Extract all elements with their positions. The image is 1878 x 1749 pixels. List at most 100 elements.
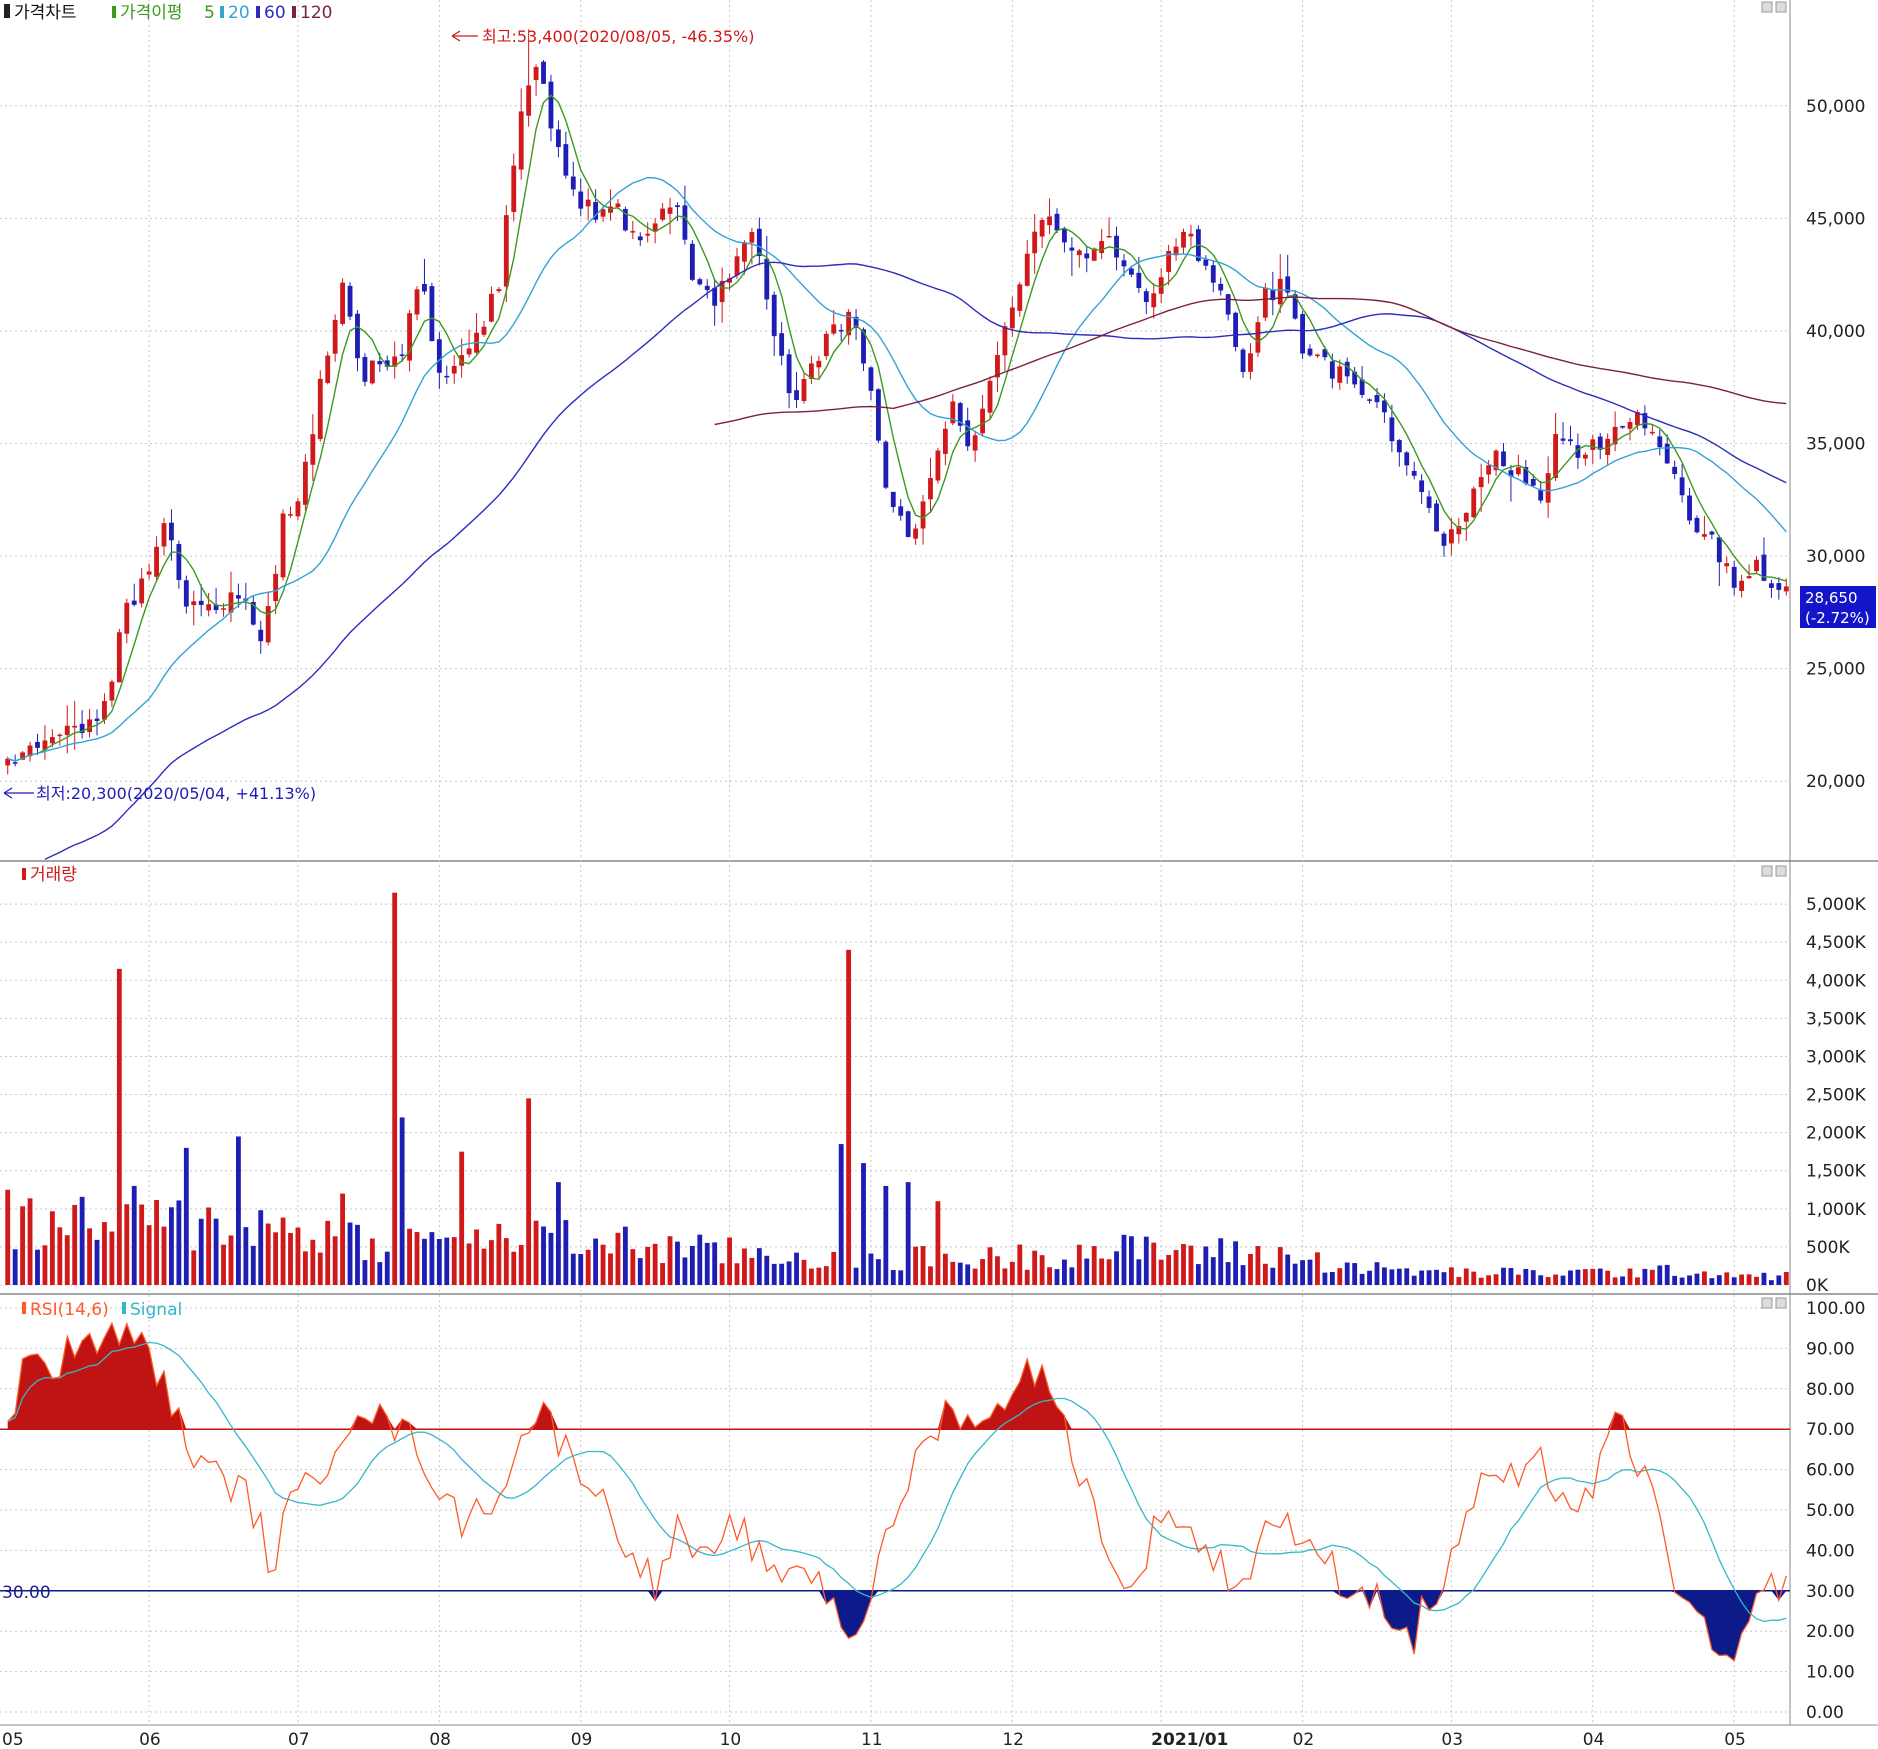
current-price: 28,650	[1805, 589, 1858, 607]
price-panel	[5, 29, 1789, 861]
candle-body	[116, 632, 122, 683]
volume-bar	[1404, 1268, 1410, 1285]
volume-bar	[1374, 1262, 1380, 1285]
candle-body	[1024, 253, 1030, 286]
volume-bar	[1367, 1270, 1372, 1285]
minimize-icon[interactable]	[1761, 1297, 1773, 1309]
volume-bar	[265, 1223, 271, 1285]
volume-bar	[1441, 1272, 1447, 1285]
candle-body	[1315, 354, 1320, 357]
x-tick-label: 11	[861, 1730, 883, 1749]
volume-bar	[1411, 1275, 1417, 1285]
volume-bar	[459, 1151, 465, 1285]
candle-body	[1709, 531, 1715, 535]
candle-body	[27, 745, 33, 757]
candle-body	[347, 285, 353, 317]
volume-bar	[883, 1185, 889, 1285]
close-icon[interactable]	[1775, 1297, 1787, 1309]
candle-body	[392, 356, 398, 367]
candle-body	[489, 293, 494, 322]
volume-bar	[1218, 1238, 1224, 1285]
volume-bar	[1173, 1250, 1179, 1285]
close-icon[interactable]	[1775, 1, 1787, 13]
ma-5-line	[7, 94, 1787, 762]
candle-body	[1627, 422, 1633, 429]
price-panel-controls[interactable]	[1761, 1, 1787, 13]
candle-body	[920, 501, 926, 529]
candle-body	[221, 608, 226, 610]
candle-body	[250, 602, 256, 625]
candle-body	[1582, 454, 1588, 459]
x-axis-labels: 05 06 07 08 09 10 11 12 2021/01 02 03 04 05	[2, 1730, 1746, 1749]
candle-body	[1322, 349, 1328, 358]
volume-bar	[1143, 1236, 1149, 1285]
candle-body	[1761, 554, 1767, 581]
candle-body	[459, 355, 465, 366]
low-arrow-head	[3, 787, 13, 799]
close-icon[interactable]	[1775, 865, 1787, 877]
volume-bar	[1627, 1268, 1633, 1285]
volume-bar	[1553, 1274, 1559, 1285]
candle-body	[742, 242, 747, 262]
minimize-icon[interactable]	[1761, 865, 1773, 877]
volume-bar	[756, 1248, 762, 1285]
volume-bar	[1382, 1267, 1387, 1285]
candle-body	[1463, 512, 1469, 522]
volume-bar	[1002, 1268, 1008, 1285]
candle-body	[689, 243, 695, 280]
volume-bar	[1121, 1234, 1127, 1285]
volume-bar	[742, 1248, 747, 1285]
candle-body	[1746, 576, 1752, 579]
volume-bar	[749, 1257, 755, 1285]
candle-body	[1754, 559, 1759, 572]
volume-bar	[1471, 1271, 1477, 1285]
volume-bar	[1419, 1270, 1425, 1285]
candle-body	[1352, 371, 1358, 385]
volume-bar	[1337, 1268, 1343, 1285]
volume-bar	[1076, 1244, 1082, 1285]
candle-body	[570, 176, 576, 190]
volume-bar	[1768, 1280, 1774, 1285]
minimize-icon[interactable]	[1761, 1, 1773, 13]
volume-bar	[496, 1223, 502, 1285]
candle-body	[183, 580, 189, 607]
candle-body	[176, 544, 182, 580]
volume-panel-controls[interactable]	[1761, 865, 1787, 877]
ma-120-line	[714, 296, 1787, 426]
candle-body	[1716, 537, 1722, 563]
grid-lines	[0, 0, 1790, 1725]
volume-bar	[615, 1232, 621, 1285]
volume-bar	[689, 1245, 695, 1285]
x-tick-label: 10	[720, 1730, 742, 1749]
volume-bar	[1039, 1255, 1045, 1285]
candle-body	[102, 701, 107, 720]
x-tick-label: 09	[571, 1730, 593, 1749]
legend-ma-60: 60	[264, 3, 286, 23]
candle-body	[622, 208, 628, 231]
volume-bar	[1463, 1268, 1469, 1285]
volume-bar	[682, 1257, 688, 1285]
candle-body	[764, 258, 770, 300]
volume-bar	[809, 1268, 814, 1285]
volume-bar	[399, 1117, 405, 1285]
candle-body	[794, 390, 799, 400]
candle-body	[1419, 480, 1425, 492]
volume-bar	[1210, 1257, 1216, 1285]
candle-body	[72, 725, 78, 728]
candle-body	[1188, 233, 1194, 237]
candle-body	[801, 378, 807, 401]
x-tick-label: 02	[1293, 1730, 1315, 1749]
candle-body	[846, 311, 852, 336]
volume-bar	[950, 1261, 956, 1285]
candle-body	[154, 546, 159, 577]
volume-bar	[1679, 1277, 1685, 1285]
volume-bar	[154, 1199, 159, 1285]
volume-bar	[838, 1144, 844, 1285]
volume-bar	[1344, 1262, 1350, 1285]
volume-y-tick: 3,000K	[1806, 1047, 1867, 1067]
rsi-panel-controls[interactable]	[1761, 1297, 1787, 1309]
candle-body	[1359, 379, 1365, 395]
volume-bar	[585, 1249, 591, 1285]
volume-bar	[1754, 1276, 1759, 1285]
volume-bar	[1114, 1251, 1119, 1285]
